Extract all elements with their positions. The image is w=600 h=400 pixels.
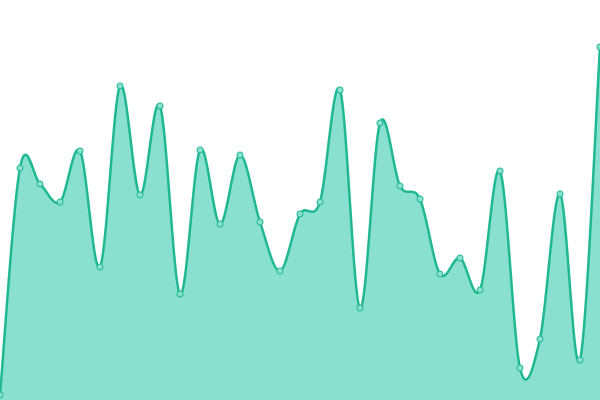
- data-point: [556, 190, 564, 198]
- data-point: [36, 180, 44, 188]
- data-point: [536, 335, 544, 343]
- data-point: [456, 254, 464, 262]
- data-point: [496, 167, 504, 175]
- data-point: [56, 198, 64, 206]
- data-point: [256, 218, 264, 226]
- area-line: [0, 46, 600, 396]
- data-point: [276, 267, 284, 275]
- data-point: [436, 270, 444, 278]
- data-point: [516, 364, 524, 372]
- data-point: [0, 391, 4, 399]
- data-point: [16, 164, 24, 172]
- data-point: [296, 210, 304, 218]
- data-point: [96, 263, 104, 271]
- data-point: [356, 304, 364, 312]
- data-point: [196, 146, 204, 154]
- data-point: [576, 356, 584, 364]
- data-point: [116, 82, 124, 90]
- data-point: [136, 191, 144, 199]
- data-point: [236, 151, 244, 159]
- data-point: [176, 290, 184, 298]
- data-point: [376, 119, 384, 127]
- data-point: [156, 102, 164, 110]
- data-point: [396, 182, 404, 190]
- data-point: [76, 147, 84, 155]
- data-point: [316, 198, 324, 206]
- data-point: [336, 86, 344, 94]
- data-point: [416, 195, 424, 203]
- data-point: [476, 286, 484, 294]
- area-fill: [0, 47, 600, 400]
- data-point: [216, 220, 224, 228]
- data-point: [596, 43, 600, 51]
